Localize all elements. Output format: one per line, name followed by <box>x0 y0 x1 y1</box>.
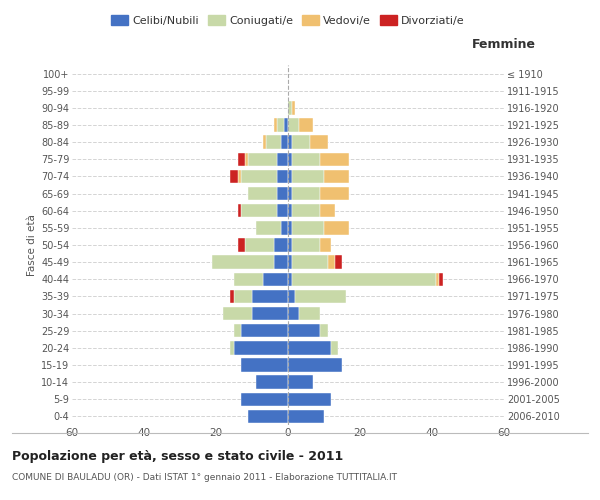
Bar <box>439 272 443 286</box>
Bar <box>256 221 281 234</box>
Bar <box>292 136 310 149</box>
Bar <box>288 410 324 423</box>
Bar <box>288 204 292 218</box>
Bar <box>299 118 313 132</box>
Bar <box>263 272 288 286</box>
Bar <box>274 118 277 132</box>
Bar <box>241 204 277 218</box>
Bar <box>248 152 277 166</box>
Bar <box>288 101 292 114</box>
Bar <box>281 136 288 149</box>
Bar <box>320 187 349 200</box>
Bar <box>277 118 284 132</box>
Bar <box>288 187 292 200</box>
Bar <box>281 221 288 234</box>
Bar <box>241 392 288 406</box>
Bar <box>324 221 349 234</box>
Bar <box>248 410 288 423</box>
Bar <box>241 358 288 372</box>
Bar <box>252 307 288 320</box>
Bar <box>299 307 320 320</box>
Bar <box>277 187 288 200</box>
Bar <box>288 358 342 372</box>
Bar <box>320 152 349 166</box>
Bar <box>288 136 292 149</box>
Bar <box>288 170 292 183</box>
Bar <box>241 170 277 183</box>
Bar <box>292 101 295 114</box>
Bar <box>277 204 288 218</box>
Text: Femmine: Femmine <box>472 38 536 51</box>
Bar <box>230 290 234 303</box>
Bar <box>292 187 320 200</box>
Bar <box>288 256 292 269</box>
Bar <box>245 152 248 166</box>
Bar <box>288 221 292 234</box>
Bar <box>277 152 288 166</box>
Bar <box>238 152 245 166</box>
Bar <box>288 238 292 252</box>
Bar <box>234 324 241 338</box>
Text: Popolazione per età, sesso e stato civile - 2011: Popolazione per età, sesso e stato civil… <box>12 450 343 463</box>
Bar <box>212 256 274 269</box>
Bar <box>248 187 277 200</box>
Bar <box>266 136 281 149</box>
Bar <box>292 204 320 218</box>
Legend: Celibi/Nubili, Coniugati/e, Vedovi/e, Divorziati/e: Celibi/Nubili, Coniugati/e, Vedovi/e, Di… <box>107 10 469 30</box>
Bar <box>288 324 320 338</box>
Bar <box>288 392 331 406</box>
Bar <box>292 170 324 183</box>
Bar <box>288 341 331 354</box>
Bar <box>223 307 252 320</box>
Bar <box>288 290 295 303</box>
Bar <box>292 152 320 166</box>
Bar <box>274 256 288 269</box>
Bar <box>252 290 288 303</box>
Bar <box>328 256 335 269</box>
Bar <box>230 341 234 354</box>
Bar <box>238 204 241 218</box>
Bar <box>238 170 241 183</box>
Bar <box>234 341 288 354</box>
Bar <box>238 238 245 252</box>
Bar <box>335 256 342 269</box>
Bar <box>234 272 263 286</box>
Bar <box>245 238 274 252</box>
Y-axis label: Fasce di età: Fasce di età <box>26 214 37 276</box>
Text: COMUNE DI BAULADU (OR) - Dati ISTAT 1° gennaio 2011 - Elaborazione TUTTITALIA.IT: COMUNE DI BAULADU (OR) - Dati ISTAT 1° g… <box>12 472 397 482</box>
Bar <box>284 118 288 132</box>
Bar <box>288 376 313 389</box>
Bar <box>292 221 324 234</box>
Bar <box>256 376 288 389</box>
Bar <box>320 204 335 218</box>
Bar <box>288 152 292 166</box>
Bar <box>277 170 288 183</box>
Bar <box>292 256 328 269</box>
Bar <box>288 118 299 132</box>
Bar <box>263 136 266 149</box>
Bar <box>310 136 328 149</box>
Bar <box>292 238 320 252</box>
Bar <box>230 170 238 183</box>
Bar <box>288 307 299 320</box>
Bar <box>324 170 349 183</box>
Bar <box>320 238 331 252</box>
Bar <box>295 290 346 303</box>
Bar <box>274 238 288 252</box>
Bar <box>436 272 439 286</box>
Bar <box>331 341 338 354</box>
Bar <box>288 272 292 286</box>
Bar <box>320 324 328 338</box>
Bar <box>234 290 252 303</box>
Bar <box>292 272 436 286</box>
Bar <box>241 324 288 338</box>
